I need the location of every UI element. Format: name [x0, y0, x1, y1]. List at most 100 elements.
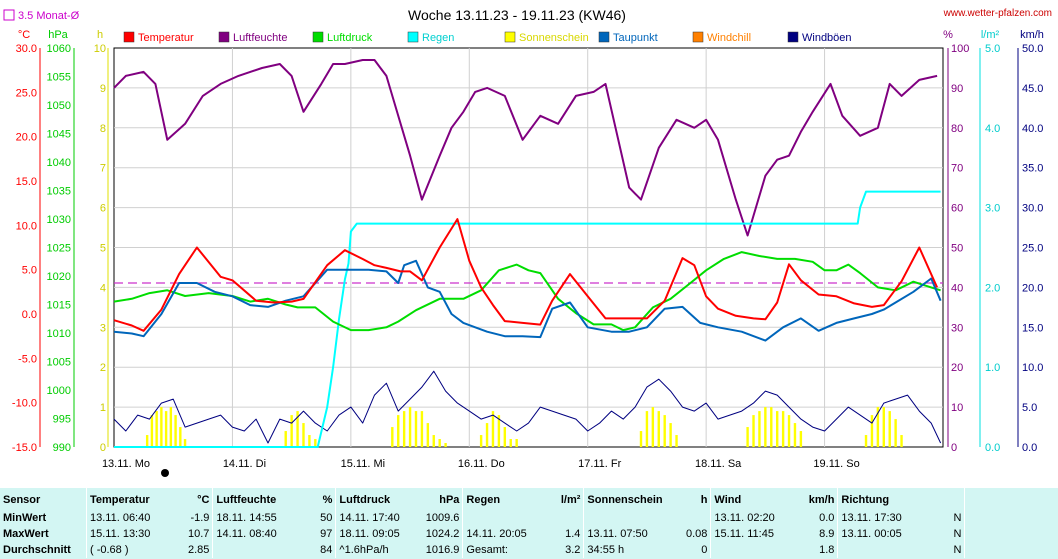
- stats-cell-value: 84: [320, 544, 333, 556]
- stats-cell-value: 97: [320, 528, 333, 540]
- tick-wind: 40.0: [1022, 123, 1043, 135]
- stats-cell-when: 13.11. 17:30: [837, 510, 935, 526]
- sunshine-bar: [639, 431, 643, 447]
- stats-fill: [964, 542, 1058, 558]
- tick-sun: 8: [100, 123, 106, 135]
- legend-swatch: [312, 31, 324, 43]
- sunshine-bar: [408, 407, 412, 447]
- sunshine-bar: [799, 431, 803, 447]
- sunshine-bar: [432, 435, 435, 447]
- source-link[interactable]: www.wetter-pfalzen.com: [943, 8, 1052, 19]
- sunshine-bar: [397, 415, 400, 447]
- tick-pressure: 1020: [47, 271, 71, 283]
- series-taupunkt: [113, 259, 942, 342]
- stats-header-direction-pad: [934, 488, 965, 510]
- sunshine-bar: [438, 439, 441, 447]
- axes: [39, 48, 1019, 447]
- sunshine-bar: [764, 407, 767, 447]
- stats-cell-when: 13.11. 06:40: [86, 510, 185, 526]
- sunshine-bar: [183, 439, 187, 447]
- legend-label: Temperatur: [138, 32, 194, 44]
- tick-wind: 35.0: [1022, 163, 1043, 175]
- tick-wind: 45.0: [1022, 83, 1043, 95]
- tick-wind: 10.0: [1022, 362, 1043, 374]
- tick-temp: 30.0: [16, 43, 37, 55]
- sunshine-bar: [414, 411, 418, 447]
- legend-label: Luftdruck: [327, 32, 373, 44]
- series-windben: [113, 370, 942, 444]
- sunshine-bar: [485, 423, 489, 447]
- tick-pressure: 1005: [47, 357, 71, 369]
- month-average-label: 3.5 Monat-Ø: [18, 10, 80, 22]
- stats-cell-value: 1024.2: [425, 528, 460, 540]
- tick-humidity: 0: [951, 442, 957, 454]
- sunshine-bar: [776, 411, 779, 447]
- stats-row-label: Durchschnitt: [3, 544, 71, 556]
- tick-humidity: 80: [951, 123, 963, 135]
- grid-lines: [114, 48, 943, 447]
- legend-swatch: [598, 31, 610, 43]
- sunshine-bar: [870, 415, 874, 447]
- legend-swatch: [692, 31, 704, 43]
- x-tick-label: 16.11. Do: [458, 458, 505, 470]
- stats-header-sun-unit: h: [700, 494, 708, 506]
- legend-swatch: [218, 31, 230, 43]
- unit-sun: h: [97, 29, 103, 41]
- sunshine-bar: [426, 423, 430, 447]
- legend-swatch: [504, 31, 516, 43]
- stats-row: Durchschnitt ( -0.68 ) 2.85 84 ^1.6hPa/h 1016…: [0, 542, 1058, 558]
- tick-rain: 3.0: [985, 203, 1000, 215]
- stats-cell-when: 13.11. 00:05: [837, 526, 935, 542]
- stats-row: MaxWert 15.11. 13:30 10.7 14.11. 08:40 97 18.…: [0, 526, 1058, 542]
- tick-temp: 10.0: [16, 220, 37, 232]
- legend-swatch: [123, 31, 135, 43]
- stats-cell-when: 34:55 h: [583, 542, 675, 558]
- tick-humidity: 40: [951, 282, 963, 294]
- stats-cell-when: [462, 510, 548, 526]
- stats-header-temp-unit: °C: [197, 494, 210, 506]
- sunshine-bar: [391, 427, 394, 447]
- stats-header-wind-unit: km/h: [808, 494, 835, 506]
- tick-temp: 15.0: [16, 176, 37, 188]
- stats-cell-value: 50: [320, 512, 333, 524]
- stats-cell-when: Gesamt:: [462, 542, 548, 558]
- tick-pressure: 1040: [47, 157, 71, 169]
- sunshine-bar: [444, 443, 447, 447]
- weather-chart: 30.025.020.015.010.05.00.0-5.0-10.0-15.0…: [3, 7, 1052, 477]
- tick-pressure: 1045: [47, 129, 71, 141]
- tick-wind: 50.0: [1022, 43, 1043, 55]
- tick-temp: -15.0: [12, 442, 37, 454]
- x-tick-label: 18.11. Sa: [695, 458, 742, 470]
- tick-wind: 0.0: [1022, 442, 1037, 454]
- sunshine-bar: [900, 435, 903, 447]
- tick-rain: 5.0: [985, 43, 1000, 55]
- tick-humidity: 10: [951, 402, 963, 414]
- legend: Temperatur Luftfeuchte Luftdruck Regen Sonne…: [123, 31, 852, 44]
- sunshine-bar: [503, 427, 507, 447]
- sunshine-bar: [296, 411, 299, 447]
- sunshine-bar: [657, 411, 660, 447]
- stats-cell-value: [547, 510, 584, 526]
- tick-pressure: 1030: [47, 214, 71, 226]
- stats-cell-value: 0: [701, 544, 708, 556]
- tick-sun: 4: [100, 282, 106, 294]
- tick-temp: 20.0: [16, 132, 37, 144]
- sunshine-bar: [770, 407, 773, 447]
- stats-header-rain: Regen: [462, 488, 548, 510]
- sunshine-bar: [491, 411, 495, 447]
- sunshine-bar: [174, 415, 177, 447]
- stats-fill: [964, 510, 1058, 526]
- series-luftfeuchte: [113, 59, 938, 237]
- series-temperatur: [113, 218, 939, 332]
- sunshine-bar: [179, 427, 182, 447]
- legend-label: Windchill: [707, 32, 751, 44]
- sunshine-bar: [515, 439, 518, 447]
- sunshine-bar: [663, 415, 666, 447]
- tick-temp: 5.0: [22, 265, 37, 277]
- stats-cell-value: 2.85: [188, 544, 210, 556]
- unit-pressure: hPa: [48, 29, 68, 41]
- tick-sun: 10: [94, 43, 106, 55]
- sunshine-bar: [314, 439, 317, 447]
- sunshine-bar: [145, 435, 149, 447]
- tick-pressure: 1055: [47, 72, 71, 84]
